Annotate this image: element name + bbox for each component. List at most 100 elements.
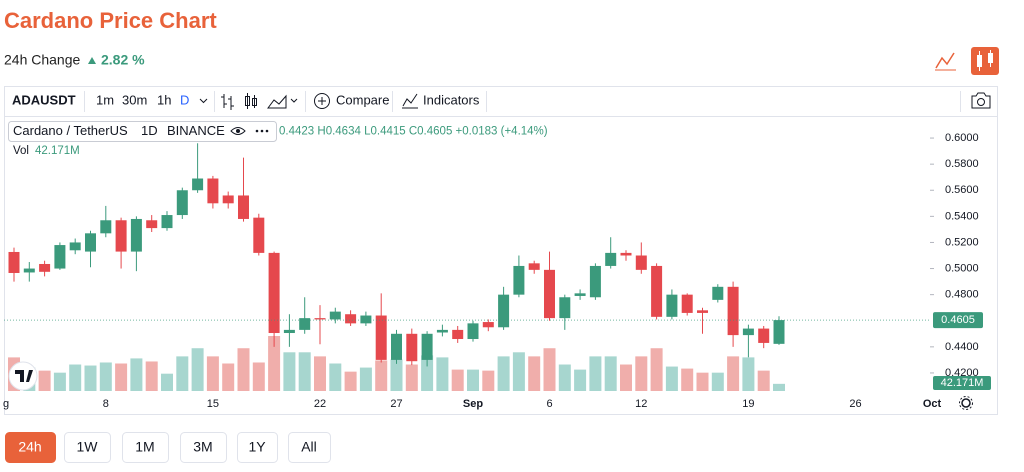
volume-bar	[161, 373, 173, 391]
volume-bar	[268, 336, 281, 391]
volume-bar	[727, 356, 740, 391]
page-title: Cardano Price Chart	[4, 8, 217, 33]
y-tick-label: 0.4800	[945, 289, 979, 301]
x-tick-label: 19	[742, 398, 754, 410]
x-tick-label: g	[3, 398, 9, 410]
volume-bar	[359, 367, 372, 391]
volume-bar	[99, 362, 112, 391]
range-label[interactable]: All	[301, 439, 317, 455]
range-button[interactable]	[237, 432, 278, 463]
volume-bar	[635, 356, 648, 391]
volume-bar	[191, 348, 204, 391]
candle-body	[253, 217, 265, 253]
volume-bar	[252, 362, 265, 391]
indicators-button[interactable]: Indicators	[402, 92, 480, 109]
ohlc-values: 0.4423 H0.4634 L0.4415 C0.4605 +0.0183 (…	[279, 126, 548, 138]
candle-body	[100, 220, 112, 234]
range-label[interactable]: 1W	[77, 439, 99, 455]
volume-bar	[237, 348, 250, 391]
interval-button[interactable]: D	[180, 92, 189, 107]
range-button[interactable]	[64, 432, 111, 463]
range-button[interactable]	[5, 432, 56, 463]
range-button[interactable]	[180, 432, 227, 463]
candle-body	[345, 314, 357, 324]
volume-bar	[53, 372, 66, 391]
candle-body	[559, 297, 571, 319]
volume-bar	[69, 364, 82, 391]
candle-body	[513, 265, 525, 295]
last-price-label: 0.4605	[941, 314, 975, 326]
volume-bar	[589, 356, 602, 391]
candle-body	[712, 286, 724, 300]
candle-body	[482, 322, 494, 328]
candle-body	[589, 265, 601, 298]
symbol[interactable]: ADAUSDT	[12, 92, 76, 107]
last-volume-tag	[933, 376, 991, 390]
volume-bar	[451, 369, 464, 391]
candle-body	[544, 269, 555, 319]
candle-body	[329, 311, 341, 320]
candle-body	[161, 215, 173, 229]
volume-bar	[298, 352, 311, 391]
candle-body	[268, 252, 280, 334]
candle-body	[697, 310, 708, 313]
candle-body	[54, 245, 66, 269]
volume-bar	[482, 370, 495, 391]
line-chart-button[interactable]	[930, 47, 958, 75]
volume-bar	[757, 370, 770, 391]
candle-body	[452, 329, 464, 340]
candle-body	[742, 328, 754, 336]
visibility-toggle[interactable]	[230, 127, 246, 135]
change-value: 2.82 %	[101, 52, 145, 68]
y-tick-label: 0.5000	[945, 262, 979, 274]
change-label: 24h Change	[4, 52, 81, 68]
indicators-label[interactable]: Indicators	[423, 92, 480, 107]
bar-type-icons[interactable]	[221, 93, 298, 110]
volume-bar	[115, 363, 128, 391]
candle-body	[758, 328, 770, 343]
x-tick-label: 12	[635, 398, 647, 410]
volume-bar	[512, 352, 525, 391]
interval-button[interactable]: 1m	[96, 92, 114, 107]
range-label[interactable]: 1Y	[248, 439, 266, 455]
up-arrow	[88, 57, 96, 64]
compare-button[interactable]: Compare	[314, 92, 390, 109]
range-button[interactable]	[288, 432, 331, 463]
volume-bar	[620, 364, 632, 391]
tradingview-logo	[8, 361, 38, 391]
candle-chart-button[interactable]	[971, 47, 999, 75]
candle-body	[727, 286, 739, 336]
candle-body	[605, 252, 617, 266]
x-tick-label: 15	[207, 398, 219, 410]
volume-bar	[314, 356, 326, 391]
range-label[interactable]: 1M	[135, 439, 154, 455]
candle-body	[421, 333, 433, 360]
settings-button[interactable]	[959, 396, 973, 410]
y-tick-label: 0.4400	[945, 341, 979, 353]
volume-bar	[574, 369, 587, 391]
y-tick-label: 0.5600	[945, 184, 979, 196]
y-tick-label: 0.4200	[945, 367, 979, 379]
compare-label[interactable]: Compare	[336, 92, 389, 107]
x-tick-label: Sep	[463, 398, 483, 410]
volume-bar	[145, 361, 158, 391]
range-label[interactable]: 24h	[18, 439, 41, 455]
candle-body	[8, 251, 20, 273]
candle-body	[528, 263, 540, 270]
volume-bar	[650, 348, 663, 391]
screenshot-button[interactable]	[971, 92, 991, 109]
candle-body	[85, 233, 96, 252]
interval-button[interactable]: 30m	[122, 92, 147, 107]
interval-button[interactable]: 1h	[157, 92, 171, 107]
range-label[interactable]: 3M	[193, 439, 212, 455]
volume-bar	[38, 370, 51, 391]
candle-body	[39, 263, 51, 272]
candle-body	[176, 190, 188, 216]
volume-bar	[344, 371, 357, 391]
interval-dropdown[interactable]	[199, 98, 208, 104]
volume-bar	[558, 364, 571, 391]
range-button[interactable]	[122, 432, 169, 463]
volume-label: Vol	[13, 145, 29, 157]
more-button[interactable]	[255, 129, 269, 133]
candle-body	[406, 333, 418, 362]
